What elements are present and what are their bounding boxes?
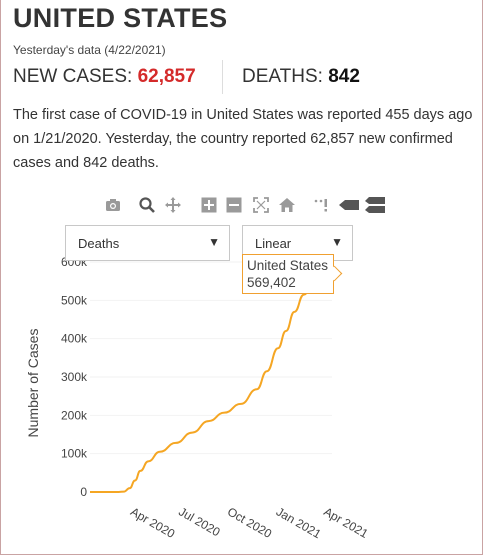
chevron-down-icon: ▼ [208, 235, 220, 249]
y-tick-label: 500k [61, 293, 88, 307]
y-tick-label: 0 [80, 485, 87, 499]
zoom-in-icon[interactable] [200, 196, 218, 214]
hover-tooltip: United States 569,402 [242, 254, 334, 294]
x-tick-label: Apr 2021 [321, 504, 370, 541]
metric-select[interactable]: Deaths ▼ [65, 225, 230, 261]
new-cases-label: NEW CASES: [13, 66, 138, 87]
y-axis-label: Number of Cases [25, 329, 41, 438]
zoom-icon[interactable] [138, 196, 156, 214]
stat-divider [222, 60, 223, 94]
scale-select-value: Linear [255, 236, 292, 251]
deaths-stat: DEATHS: 842 [242, 66, 360, 88]
deaths-value: 842 [328, 66, 360, 87]
y-tick-label: 300k [61, 370, 88, 384]
summary-text: The first case of COVID-19 in United Sta… [13, 107, 473, 171]
zoom-out-icon[interactable] [225, 196, 243, 214]
metric-select-value: Deaths [78, 236, 120, 251]
series-line-united-states [89, 272, 332, 494]
autoscale-icon[interactable] [252, 196, 270, 214]
y-tick-label: 400k [61, 332, 88, 346]
tooltip-series-name: United States [247, 258, 329, 273]
y-tick-label: 100k [61, 447, 88, 461]
deaths-label: DEATHS: [242, 66, 329, 87]
new-cases-value: 62,857 [137, 66, 196, 87]
hover-compare-icon[interactable] [364, 196, 386, 214]
home-icon[interactable] [278, 196, 296, 214]
x-tick-label: Oct 2020 [225, 504, 274, 541]
chevron-down-icon: ▼ [331, 235, 343, 249]
y-tick-label: 200k [61, 408, 88, 422]
spike-lines-icon[interactable] [312, 196, 330, 214]
camera-icon[interactable] [104, 196, 122, 214]
data-date: Yesterday's data (4/22/2021) [13, 43, 166, 57]
new-cases-stat: NEW CASES: 62,857 [13, 66, 196, 88]
x-tick-label: Jul 2020 [176, 504, 223, 539]
page-title: UNITED STATES [13, 3, 228, 33]
x-tick-label: Jan 2021 [274, 504, 324, 541]
pan-icon[interactable] [164, 196, 182, 214]
tooltip-value: 569,402 [247, 275, 296, 290]
hover-closest-icon[interactable] [338, 196, 360, 214]
x-tick-label: Apr 2020 [128, 504, 177, 541]
